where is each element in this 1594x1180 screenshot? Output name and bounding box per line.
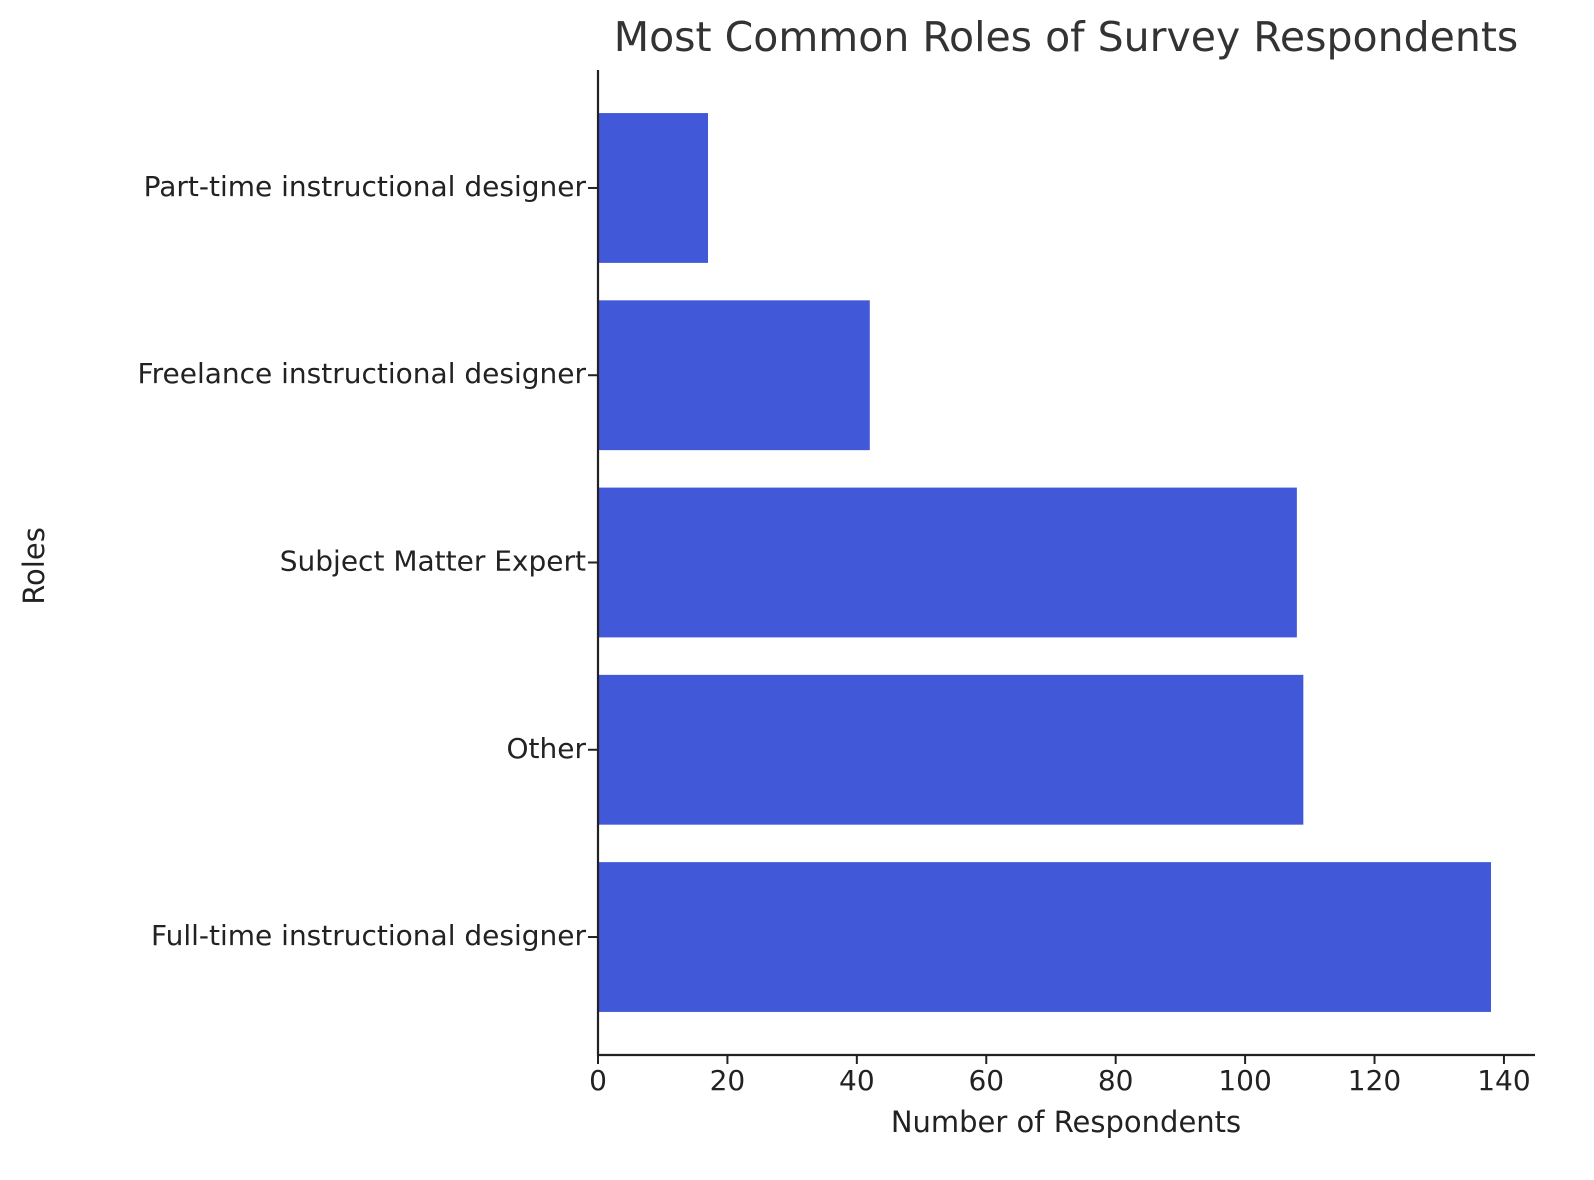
- bar: [598, 487, 1297, 638]
- x-tick-label: 80: [1098, 1064, 1134, 1097]
- x-tick-label: 120: [1348, 1064, 1401, 1097]
- x-tick-label: 20: [710, 1064, 746, 1097]
- x-tick-label: 100: [1218, 1064, 1271, 1097]
- x-axis-label: Number of Respondents: [891, 1105, 1241, 1139]
- x-tick-label: 40: [839, 1064, 875, 1097]
- x-tick-label: 0: [589, 1064, 607, 1097]
- bar: [598, 862, 1491, 1012]
- bar: [598, 674, 1304, 825]
- y-tick-label: Subject Matter Expert: [280, 545, 586, 578]
- y-axis-label: Roles: [17, 527, 51, 605]
- bar: [598, 300, 870, 451]
- chart-title: Most Common Roles of Survey Respondents: [614, 13, 1519, 61]
- y-tick-label: Other: [506, 732, 586, 765]
- x-tick-label: 140: [1477, 1064, 1530, 1097]
- y-tick-label: Part-time instructional designer: [144, 170, 587, 203]
- x-tick-label: 60: [968, 1064, 1004, 1097]
- y-tick-label: Full-time instructional designer: [151, 919, 586, 952]
- y-tick-label: Freelance instructional designer: [138, 357, 587, 390]
- bar: [598, 113, 709, 263]
